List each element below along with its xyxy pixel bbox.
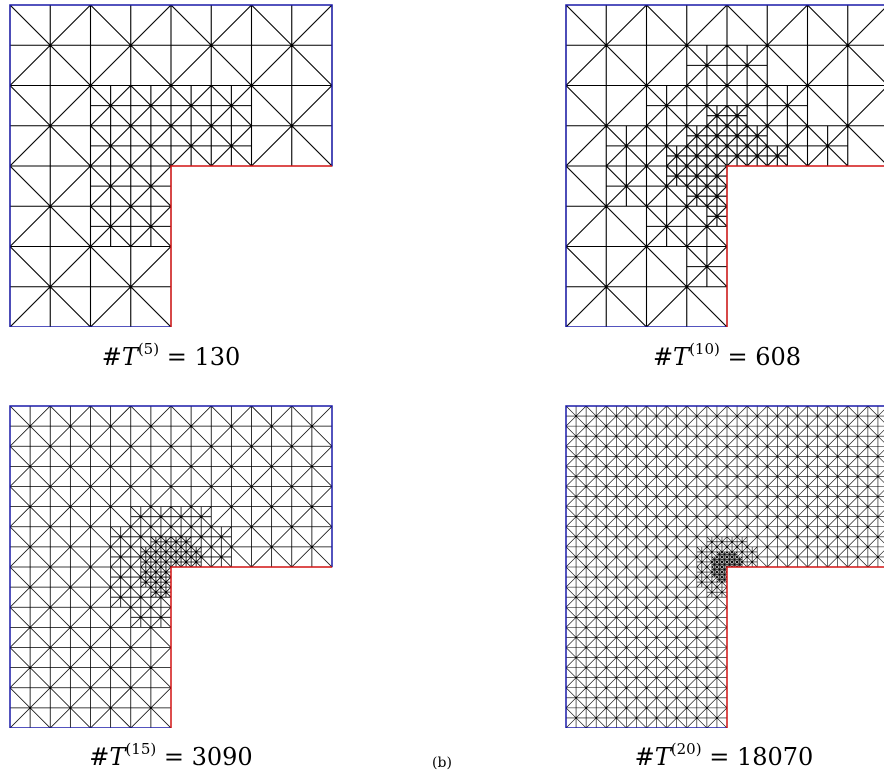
mesh-panel-4 bbox=[564, 404, 884, 728]
mesh-symbol: T bbox=[122, 343, 138, 371]
mesh-panel-3 bbox=[8, 404, 334, 728]
hash-symbol: # bbox=[102, 343, 122, 371]
mesh-plot-3 bbox=[8, 404, 334, 728]
hash-symbol: # bbox=[653, 343, 673, 371]
neumann-boundary bbox=[727, 166, 884, 327]
mesh-plot-2 bbox=[564, 3, 884, 327]
neumann-boundary bbox=[171, 166, 332, 327]
element-count: 608 bbox=[755, 343, 801, 371]
mesh-plot-4 bbox=[564, 404, 884, 728]
neumann-boundary bbox=[171, 567, 332, 728]
mesh-panel-2 bbox=[564, 3, 884, 327]
refinement-level: (10) bbox=[689, 340, 720, 358]
neumann-boundary bbox=[727, 567, 884, 728]
mesh-panel-1 bbox=[8, 3, 334, 327]
equals-sign: = bbox=[728, 343, 748, 371]
mesh-plot-1 bbox=[8, 3, 334, 327]
element-count: 130 bbox=[194, 343, 240, 371]
refinement-level: (5) bbox=[138, 340, 159, 358]
mesh-caption-2: #T(10) = 608 bbox=[564, 340, 884, 371]
equals-sign: = bbox=[167, 343, 187, 371]
mesh-caption-1: #T(5) = 130 bbox=[8, 340, 334, 371]
figure-label: (b) bbox=[0, 755, 884, 771]
mesh-symbol: T bbox=[673, 343, 689, 371]
